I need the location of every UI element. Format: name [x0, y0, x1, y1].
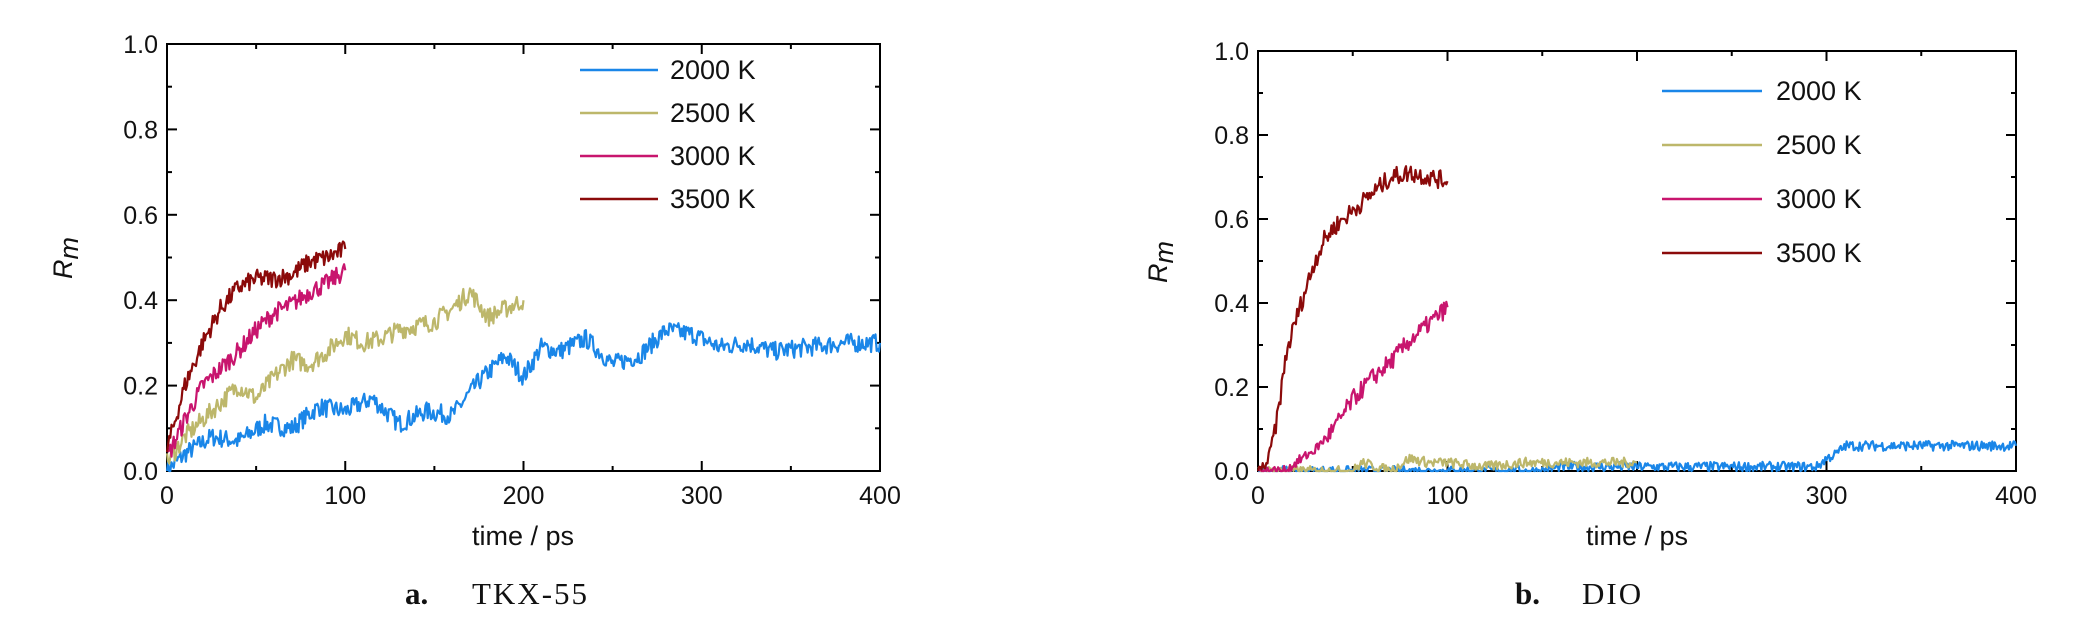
series-line — [1257, 300, 1449, 473]
legend-label: 3000 K — [1776, 184, 1862, 214]
y-tick-label: 0.0 — [123, 458, 158, 486]
y-tick-label: 0.8 — [123, 116, 158, 144]
x-tick-label: 0 — [160, 482, 174, 510]
x-tick-label: 100 — [1427, 482, 1469, 510]
legend-label: 3500 K — [670, 184, 756, 214]
y-tick-label: 1.0 — [123, 31, 158, 59]
plot-frame — [166, 43, 881, 472]
legend-label: 2500 K — [1776, 130, 1862, 160]
panel-b: 0 100 200 300 400 0.0 0.2 0.4 0.6 0.8 1.0 2000 K 25… — [1143, 38, 2037, 611]
legend-label: 2000 K — [670, 55, 756, 85]
legend-label: 2500 K — [670, 98, 756, 128]
series-line — [1257, 453, 1638, 473]
axis-ticks: 0 100 200 300 400 0.0 0.2 0.4 0.6 0.8 1.0 — [1214, 38, 2037, 510]
y-tick-label: 0.8 — [1214, 122, 1249, 150]
x-axis-label: time / ps — [1586, 521, 1688, 551]
legend: 2000 K 2500 K 3000 K 3500 K — [580, 55, 756, 214]
caption-text: DIO — [1582, 576, 1643, 611]
y-tick-label: 0.2 — [1214, 374, 1249, 402]
x-axis-label: time / ps — [472, 521, 574, 551]
series-line — [165, 287, 525, 465]
y-tick-label: 0.4 — [1214, 290, 1249, 318]
y-axis-label: Rm — [48, 237, 84, 279]
series-line — [166, 263, 347, 458]
caption-letter: a. — [405, 576, 428, 611]
plot-frame — [1257, 50, 2017, 472]
y-axis-label: Rm — [1143, 241, 1179, 283]
x-tick-label: 400 — [859, 482, 901, 510]
y-tick-label: 0.4 — [123, 287, 158, 315]
series-layer — [165, 240, 882, 473]
y-tick-label: 1.0 — [1214, 38, 1249, 66]
y-tick-label: 0.2 — [123, 373, 158, 401]
legend-label: 3500 K — [1776, 238, 1862, 268]
y-tick-label: 0.6 — [123, 202, 158, 230]
series-layer — [1256, 165, 2018, 473]
x-tick-label: 300 — [1806, 482, 1848, 510]
caption-text: TKX-55 — [472, 576, 589, 611]
panel-a: 0 100 200 300 400 0.0 0.2 0.4 0.6 0.8 1.0 2000 K 25… — [48, 31, 901, 611]
legend-label: 2000 K — [1776, 76, 1862, 106]
y-tick-label: 0.0 — [1214, 458, 1249, 486]
x-tick-label: 100 — [324, 482, 366, 510]
x-tick-label: 300 — [681, 482, 723, 510]
x-tick-label: 400 — [1995, 482, 2037, 510]
series-line — [165, 240, 347, 453]
x-tick-label: 200 — [503, 482, 545, 510]
x-tick-label: 0 — [1251, 482, 1265, 510]
axis-ticks: 0 100 200 300 400 0.0 0.2 0.4 0.6 0.8 1.0 — [123, 31, 901, 510]
legend: 2000 K 2500 K 3000 K 3500 K — [1662, 76, 1862, 268]
series-line — [165, 322, 882, 473]
series-line — [1256, 165, 1449, 472]
y-tick-label: 0.6 — [1214, 206, 1249, 234]
x-tick-label: 200 — [1616, 482, 1658, 510]
legend-label: 3000 K — [670, 141, 756, 171]
caption-letter: b. — [1515, 576, 1540, 611]
